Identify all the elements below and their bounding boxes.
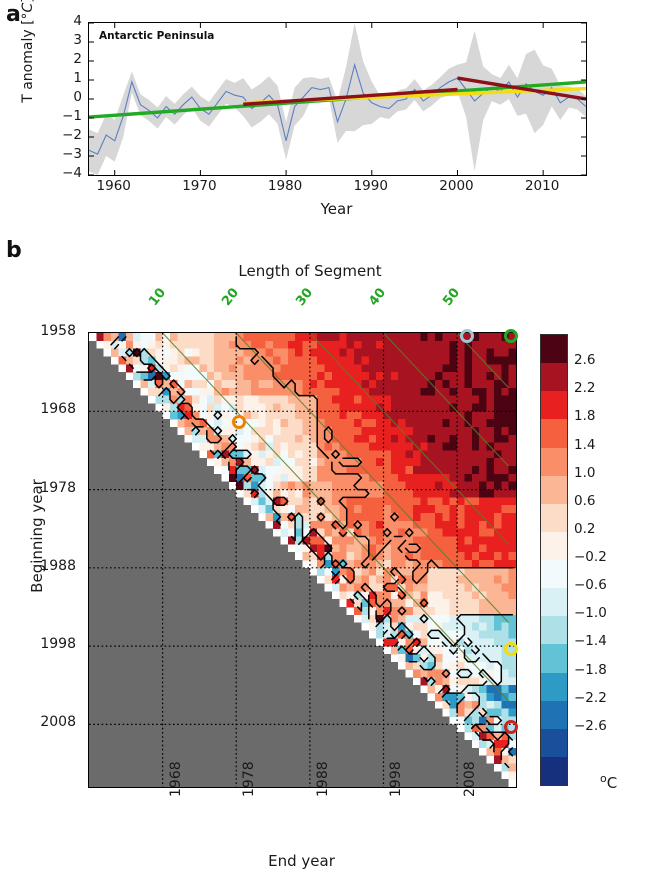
panel-b-heatmap xyxy=(88,332,517,788)
marker-green xyxy=(504,328,519,343)
panel-b-letter: b xyxy=(6,238,22,263)
panel-b-x-tick: 1988 xyxy=(314,761,331,797)
marker-red xyxy=(504,720,519,735)
colorbar-band xyxy=(541,419,567,448)
colorbar-tick-label: 2.2 xyxy=(574,380,596,397)
masked-triangle xyxy=(89,340,516,787)
colorbar-tick-label: 0.2 xyxy=(574,520,596,537)
panel-b-y-tick: 1998 xyxy=(40,636,76,653)
panel-a-x-tick: 1960 xyxy=(96,178,131,194)
colorbar-band xyxy=(541,616,567,645)
panel-a-x-axis-label: Year xyxy=(320,200,353,218)
colorbar-band xyxy=(541,672,567,701)
y-label-unit: °C xyxy=(20,2,36,20)
segment-length-tick: 20 xyxy=(219,285,243,309)
panel-b-y-tick: 1988 xyxy=(40,557,76,574)
panel-a: a T anomaly [°C] Antarctic Peninsula 4 3 2… xyxy=(0,0,647,232)
colorbar-tick-label: −2.2 xyxy=(574,689,607,706)
panel-a-svg xyxy=(89,23,586,175)
colorbar-band xyxy=(541,644,567,673)
colorbar-tick-label: −0.2 xyxy=(574,549,607,565)
colorbar-tick-label: −2.6 xyxy=(574,717,607,734)
panel-b-y-tick: 1978 xyxy=(40,479,76,496)
panel-a-x-tick: 1970 xyxy=(182,178,217,194)
panel-a-x-tick: 2010 xyxy=(524,178,560,194)
marker-orange xyxy=(231,415,246,430)
panel-b-segment-title: Length of Segment xyxy=(238,262,382,280)
panel-b-x-tick: 1978 xyxy=(241,761,258,797)
segment-length-tick: 40 xyxy=(366,285,390,309)
panel-a-y-tick: −3 xyxy=(62,146,82,162)
colorbar-tick-label: −1.0 xyxy=(574,605,607,622)
trend-lines xyxy=(89,76,586,119)
colorbar-band xyxy=(541,560,567,589)
colorbar-tick-label: −0.6 xyxy=(574,577,607,594)
heatmap-cells xyxy=(96,333,516,780)
marker-yellow xyxy=(504,642,519,657)
colorbar-band xyxy=(541,531,567,560)
colorbar-band xyxy=(541,475,567,504)
panel-a-x-tick: 1980 xyxy=(267,178,303,194)
panel-a-y-tick: −2 xyxy=(62,127,82,143)
panel-b-y-tick: 1968 xyxy=(40,401,76,418)
panel-a-y-tick: 0 xyxy=(73,89,82,105)
colorbar-band xyxy=(541,391,567,420)
colorbar-tick-label: 2.6 xyxy=(574,352,596,369)
colorbar-band xyxy=(541,588,567,617)
panel-a-y-tick: 2 xyxy=(73,51,82,67)
y-label-bracket: ] xyxy=(20,0,36,3)
colorbar-tick-label: 1.4 xyxy=(574,436,596,453)
panel-b-svg xyxy=(89,333,516,787)
panel-b-y-tick: 1958 xyxy=(40,323,76,339)
panel-a-letter: a xyxy=(6,2,21,27)
segment-length-tick: 10 xyxy=(145,285,169,309)
panel-a-y-axis-label: T anomaly [°C] xyxy=(20,0,36,130)
panel-a-axis-ticks xyxy=(89,23,586,175)
panel-b-x-tick: 2008 xyxy=(462,761,479,797)
colorbar-tick-label: 1.0 xyxy=(574,464,596,481)
colorbar-band xyxy=(541,700,567,729)
uncertainty-band xyxy=(89,23,586,175)
panel-a-y-tick: 4 xyxy=(73,13,82,29)
colorbar-band xyxy=(541,447,567,476)
panel-b-y-axis-label: Beginning year xyxy=(28,479,46,593)
colorbar-band xyxy=(541,503,567,532)
panel-b-x-axis-label: End year xyxy=(268,852,335,870)
panel-a-plot-area: Antarctic Peninsula xyxy=(88,22,587,176)
panel-a-y-tick: −1 xyxy=(62,108,82,124)
colorbar-unit-label: oC xyxy=(600,772,618,792)
panel-a-y-tick: 3 xyxy=(73,32,82,48)
colorbar-tick-label: 0.6 xyxy=(574,492,596,509)
panel-a-x-tick: 1990 xyxy=(353,178,388,194)
colorbar-tick-label: −1.4 xyxy=(574,633,607,650)
panel-a-region-title: Antarctic Peninsula xyxy=(99,30,215,42)
marker-lightblue xyxy=(460,328,475,343)
colorbar-band xyxy=(541,756,567,785)
significance-contours xyxy=(110,336,514,769)
colorbar-band xyxy=(541,335,567,364)
panel-b-x-tick: 1968 xyxy=(167,761,184,797)
y-label-text: T anomaly [ xyxy=(20,19,36,103)
panel-a-x-tick: 2000 xyxy=(439,178,474,194)
segment-length-tick: 30 xyxy=(293,285,316,309)
colorbar-tick-label: 1.8 xyxy=(574,408,596,425)
panel-a-y-tick: 1 xyxy=(73,70,82,86)
colorbar-band xyxy=(541,363,567,392)
panel-a-y-tick: −4 xyxy=(62,165,82,181)
segment-length-tick: 50 xyxy=(440,285,464,309)
colorbar xyxy=(540,334,568,786)
panel-b-x-tick: 1998 xyxy=(388,761,405,797)
panel-b-y-tick: 2008 xyxy=(40,714,76,731)
panel-b: b Length of Segment Beginning year End y… xyxy=(0,232,647,872)
colorbar-tick-label: −1.8 xyxy=(574,661,607,678)
colorbar-band xyxy=(541,728,567,757)
